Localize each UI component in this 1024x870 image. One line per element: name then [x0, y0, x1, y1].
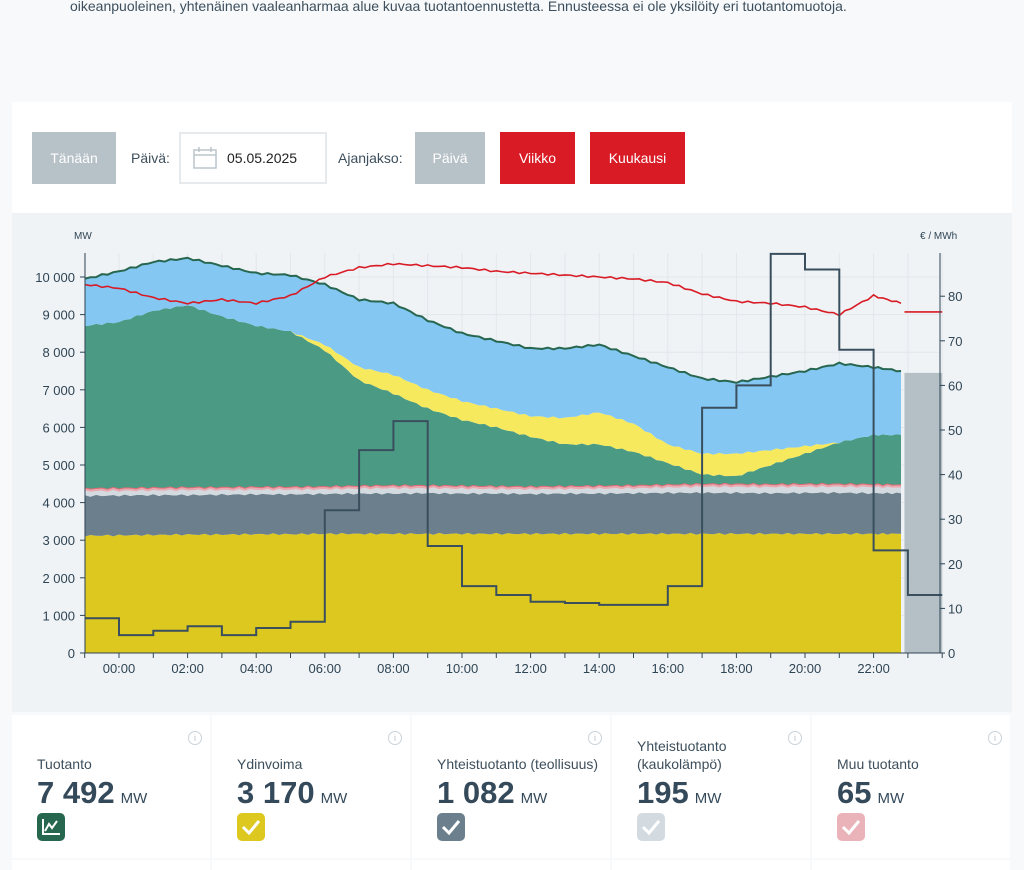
district-heat-area: [84, 485, 902, 497]
x-tick-label: 04:00: [240, 661, 273, 676]
period-label: Ajanjakso:: [338, 150, 403, 166]
chart-svg: 0 1 000 2 000 3 000 4 000 5 000 6 000 7 000 8 00…: [35, 231, 962, 676]
info-icon[interactable]: i: [388, 731, 402, 745]
nuclear-area: [84, 532, 902, 653]
card-unit: MW: [520, 790, 548, 807]
cards-row-2: [12, 860, 1012, 870]
y-tick-label: 9 000: [42, 308, 75, 323]
x-tick-label: 16:00: [652, 661, 685, 676]
toggle-checkbox-icon[interactable]: [437, 813, 465, 841]
y-tick-label: 2 000: [42, 571, 75, 586]
info-icon[interactable]: i: [588, 731, 602, 745]
y2-tick-label: 60: [948, 378, 962, 393]
other-production-line: [84, 482, 902, 490]
summary-cards: i Tuotanto 7 492 MW i Ydinvoima 3 170 MW i…: [12, 715, 1012, 858]
date-value: 05.05.2025: [227, 150, 298, 166]
x-tick-label: 18:00: [720, 661, 753, 676]
industry-chp-area: [84, 491, 902, 537]
forecast-area: [904, 372, 943, 653]
y-tick-label: 4 000: [42, 496, 75, 511]
y-tick-label: 0: [68, 646, 75, 661]
y2-tick-label: 80: [948, 289, 962, 304]
summary-card: i Yhteistuotanto (teollisuus) 1 082 MW: [412, 715, 610, 858]
left-axis-unit: MW: [74, 231, 92, 242]
info-icon[interactable]: i: [988, 731, 1002, 745]
summary-card: i Tuotanto 7 492 MW: [12, 715, 210, 858]
toggle-checkbox-icon[interactable]: [837, 813, 865, 841]
wind-area: [84, 257, 902, 455]
x-tick-label: 12:00: [514, 661, 547, 676]
hydro-area: [84, 305, 902, 490]
period-month-button[interactable]: Kuukausi: [590, 132, 685, 184]
card-unit: MW: [877, 790, 905, 807]
toggle-checkbox-icon[interactable]: [637, 813, 665, 841]
y-tick-label: 6 000: [42, 420, 75, 435]
y2-tick-label: 0: [948, 646, 955, 661]
info-icon[interactable]: i: [788, 731, 802, 745]
card-value: 3 170: [237, 775, 315, 810]
card-title: Yhteistuotanto (kaukolämpö): [637, 738, 727, 772]
y2-tick-label: 20: [948, 557, 962, 572]
card-unit: MW: [320, 790, 348, 807]
y-tick-label: 10 000: [35, 270, 75, 285]
calendar-icon: [193, 147, 217, 169]
summary-card: i Yhteistuotanto (kaukolämpö) 195 MW: [612, 715, 810, 858]
y-tick-label: 1 000: [42, 608, 75, 623]
date-input[interactable]: 05.05.2025: [179, 132, 327, 184]
production-chart[interactable]: 0 1 000 2 000 3 000 4 000 5 000 6 000 7 000 8 00…: [12, 213, 1012, 712]
intro-text: oikeanpuoleinen, yhtenäinen vaaleanharma…: [70, 0, 847, 14]
today-button[interactable]: Tänään: [32, 132, 116, 184]
card-title: Yhteistuotanto (teollisuus): [437, 756, 599, 772]
chart-line-icon[interactable]: [37, 813, 65, 841]
info-icon[interactable]: i: [188, 731, 202, 745]
x-tick-label: 06:00: [309, 661, 342, 676]
card-value: 7 492: [37, 775, 115, 810]
card-title: Tuotanto: [37, 756, 92, 772]
x-tick-label: 14:00: [583, 661, 616, 676]
period-week-button[interactable]: Viikko: [500, 132, 575, 184]
summary-card: i Muu tuotanto 65 MW: [812, 715, 1010, 858]
y2-tick-label: 10: [948, 601, 962, 616]
price-step-line: [84, 252, 943, 637]
y-tick-label: 3 000: [42, 533, 75, 548]
card-unit: MW: [120, 790, 148, 807]
card-value: 195: [637, 775, 689, 810]
x-tick-label: 00:00: [103, 661, 136, 676]
x-tick-label: 08:00: [377, 661, 410, 676]
other-production-area: [84, 483, 902, 492]
controls-bar: Tänään Päivä: 05.05.2025 Ajanjakso: Päiv…: [12, 102, 1012, 213]
card-title: Muu tuotanto: [837, 756, 919, 772]
card-value: 65: [837, 775, 872, 810]
summary-card: i Ydinvoima 3 170 MW: [212, 715, 410, 858]
x-tick-label: 22:00: [857, 661, 890, 676]
y-tick-label: 8 000: [42, 345, 75, 360]
y-tick-label: 5 000: [42, 458, 75, 473]
y2-tick-label: 50: [948, 423, 962, 438]
y2-tick-label: 40: [948, 468, 962, 483]
day-label: Päivä:: [131, 150, 170, 166]
y2-tick-label: 30: [948, 512, 962, 527]
y2-tick-label: 70: [948, 334, 962, 349]
x-tick-label: 10:00: [446, 661, 479, 676]
card-title: Ydinvoima: [237, 756, 303, 772]
period-day-button[interactable]: Päivä: [415, 132, 485, 184]
y-tick-label: 7 000: [42, 383, 75, 398]
toggle-checkbox-icon[interactable]: [237, 813, 265, 841]
card-unit: MW: [694, 790, 722, 807]
card-value: 1 082: [437, 775, 515, 810]
x-tick-label: 02:00: [171, 661, 204, 676]
right-axis-unit: € / MWh: [920, 231, 957, 242]
x-tick-label: 20:00: [789, 661, 822, 676]
